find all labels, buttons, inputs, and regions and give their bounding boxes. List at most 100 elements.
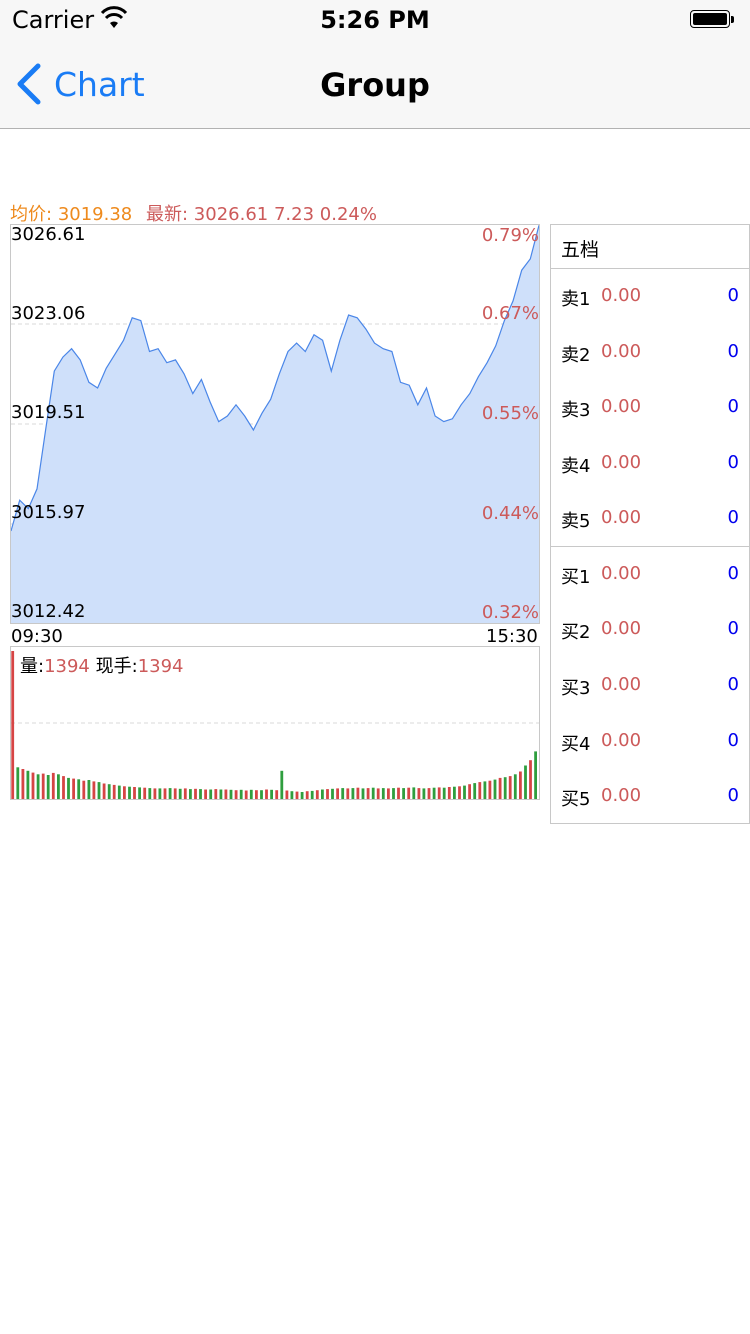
carrier-name: Carrier [12, 6, 95, 34]
ask-price: 0.00 [601, 396, 642, 417]
ask-row[interactable]: 卖5 0.00 0 [551, 499, 749, 539]
volume-bar [381, 788, 385, 799]
price-line [11, 225, 539, 532]
volume-bar [102, 783, 106, 799]
volume-bar [31, 772, 35, 799]
bid-row[interactable]: 买4 0.00 0 [551, 722, 749, 762]
ask-row[interactable]: 卖2 0.00 0 [551, 333, 749, 373]
latest-price-label: 最新: [145, 204, 189, 225]
volume-bar [209, 789, 213, 799]
order-book-panel: 五档 卖1 0.00 0 卖2 0.00 0 卖3 0.00 0 卖4 0.00 0 卖5 0.0… [550, 224, 750, 824]
volume-bar [183, 788, 187, 799]
volume-bar [483, 781, 487, 799]
pct-axis-label: 0.67% [481, 303, 539, 324]
time-axis-end: 15:30 [486, 626, 538, 647]
ask-row[interactable]: 卖4 0.00 0 [551, 444, 749, 484]
volume-bar [148, 788, 152, 799]
volume-chart-svg [11, 651, 539, 799]
ask-qty: 0 [727, 341, 739, 362]
bid-row[interactable]: 买1 0.00 0 [551, 555, 749, 595]
volume-bar [417, 788, 421, 799]
volume-bar [442, 787, 446, 799]
volume-bar [41, 773, 45, 799]
volume-value: 1394 [44, 656, 90, 677]
navigation-bar: Chart Group [0, 40, 750, 129]
volume-bar [82, 780, 86, 799]
volume-bar [513, 774, 517, 799]
volume-bar [62, 776, 65, 799]
volume-bar [295, 791, 299, 799]
volume-bar [260, 790, 263, 799]
volume-bar [92, 781, 96, 799]
bid-row[interactable]: 买2 0.00 0 [551, 610, 749, 650]
ask-qty: 0 [727, 507, 739, 528]
back-button[interactable]: Chart [14, 60, 145, 108]
price-area [11, 225, 539, 623]
pct-axis-label: 0.32% [481, 602, 539, 623]
volume-bar [376, 788, 380, 799]
bid-row[interactable]: 买3 0.00 0 [551, 666, 749, 706]
price-axis-label: 3012.42 [11, 601, 86, 622]
divider [551, 268, 749, 269]
volume-chart[interactable] [10, 646, 540, 800]
intraday-price-chart[interactable] [10, 224, 540, 624]
bid-row[interactable]: 买5 0.00 0 [551, 777, 749, 817]
bid-price: 0.00 [601, 618, 642, 639]
status-bar: Carrier 5:26 PM [0, 0, 750, 40]
price-change-pct: 0.24% [319, 204, 377, 225]
volume-bar [229, 789, 233, 799]
current-hand-value: 1394 [137, 656, 184, 677]
volume-bar [361, 788, 365, 799]
ask-label: 卖2 [561, 345, 591, 366]
ask-qty: 0 [727, 452, 739, 473]
ask-price: 0.00 [601, 341, 642, 362]
volume-bar [168, 788, 172, 799]
bid-label: 买1 [561, 567, 591, 588]
volume-bar [407, 787, 411, 799]
volume-bar [173, 788, 177, 799]
volume-bar [97, 782, 101, 799]
volume-bar [36, 774, 40, 799]
back-button-label: Chart [54, 64, 145, 104]
ask-label: 卖4 [561, 456, 591, 477]
volume-bar [356, 787, 360, 799]
page-title: Group [320, 66, 430, 104]
volume-bar [46, 775, 50, 799]
volume-bar [270, 789, 273, 799]
volume-bar [26, 770, 30, 799]
ask-row[interactable]: 卖3 0.00 0 [551, 388, 749, 428]
volume-bar [305, 791, 309, 799]
avg-price-value: 3019.38 [57, 204, 133, 225]
volume-bar [57, 774, 60, 799]
bid-price: 0.00 [601, 674, 642, 695]
volume-bar [387, 788, 390, 799]
latest-price-value: 3026.61 [193, 204, 269, 225]
battery-icon [690, 10, 736, 30]
volume-bar [427, 788, 431, 799]
pct-axis-label: 0.55% [481, 403, 539, 424]
volume-bar [478, 782, 482, 799]
volume-bar [138, 787, 141, 799]
volume-bar [300, 792, 304, 799]
volume-bar [224, 789, 228, 799]
volume-bar [234, 790, 238, 799]
volume-bar [280, 770, 284, 799]
volume-bar [315, 790, 319, 799]
volume-bar [16, 767, 20, 799]
volume-bar [128, 786, 131, 799]
price-change: 7.23 [273, 204, 315, 225]
volume-bar [204, 789, 207, 799]
volume-bar [503, 777, 507, 799]
pct-axis-label: 0.44% [481, 503, 539, 524]
bid-qty: 0 [727, 563, 739, 584]
ask-row[interactable]: 卖1 0.00 0 [551, 277, 749, 317]
bid-qty: 0 [727, 785, 739, 806]
wifi-icon [100, 6, 128, 28]
volume-bar [453, 786, 456, 799]
chevron-left-icon [17, 63, 41, 105]
price-chart-svg [11, 225, 539, 623]
volume-info: 量:1394 现手:1394 [20, 652, 184, 678]
ask-price: 0.00 [601, 452, 642, 473]
ask-qty: 0 [727, 396, 739, 417]
volume-bar [519, 771, 522, 799]
